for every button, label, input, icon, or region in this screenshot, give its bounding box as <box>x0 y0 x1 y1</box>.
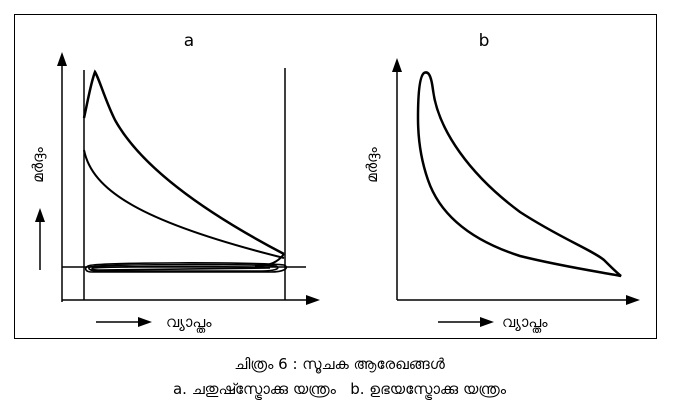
panel-a-expansion-curve <box>82 69 285 256</box>
figure-frame <box>14 14 657 339</box>
panel-b-cycle-loop <box>416 71 622 278</box>
caption-b-text: ഉഭയസ്ട്രോക്കു യന്ത്രം <box>369 380 507 398</box>
panel-b-y-axis-label: മർദ്ദം <box>363 147 381 183</box>
panel-a: a വ്യാപ്തം മർദ്ദം <box>29 31 320 333</box>
panel-a-compression-curve <box>83 149 285 259</box>
figure-caption-title: ചിത്രം 6 : സൂചക ആരേഖങ്ങൾ <box>234 355 445 373</box>
panel-b-label: b <box>479 31 490 51</box>
caption-a-text: ചതുഷ്സ്ട്രോക്കു യന്ത്രം <box>191 380 336 398</box>
panel-b-x-axis-arrowhead <box>626 295 640 305</box>
panel-a-pressure-arrowhead <box>35 208 45 222</box>
panel-a-x-axis-arrowhead <box>306 295 320 305</box>
panel-b-y-axis-arrowhead <box>392 58 402 72</box>
panel-a-volume-arrowhead <box>138 317 152 327</box>
figure-caption-legend: a. ചതുഷ്സ്ട്രോക്കു യന്ത്രം b. ഉഭയസ്ട്രോക… <box>0 380 679 398</box>
panel-b-x-axis-label: വ്യാപ്തം <box>502 313 548 333</box>
panel-a-x-axis-label: വ്യാപ്തം <box>166 313 212 333</box>
panel-a-y-axis-label: മർദ്ദം <box>29 147 47 183</box>
caption-a-marker: a. <box>172 380 187 398</box>
panel-a-y-axis-arrowhead <box>57 52 67 66</box>
indicator-diagrams: a വ്യാപ്തം മർദ്ദം <box>29 31 640 333</box>
panel-a-label: a <box>184 31 194 51</box>
caption-b-marker: b. <box>350 380 365 398</box>
panel-b-volume-arrowhead <box>480 317 494 327</box>
panel-b: b വ്യാപ്തം മർദ്ദം <box>363 31 640 333</box>
panel-a-pumping-loop <box>84 262 288 273</box>
